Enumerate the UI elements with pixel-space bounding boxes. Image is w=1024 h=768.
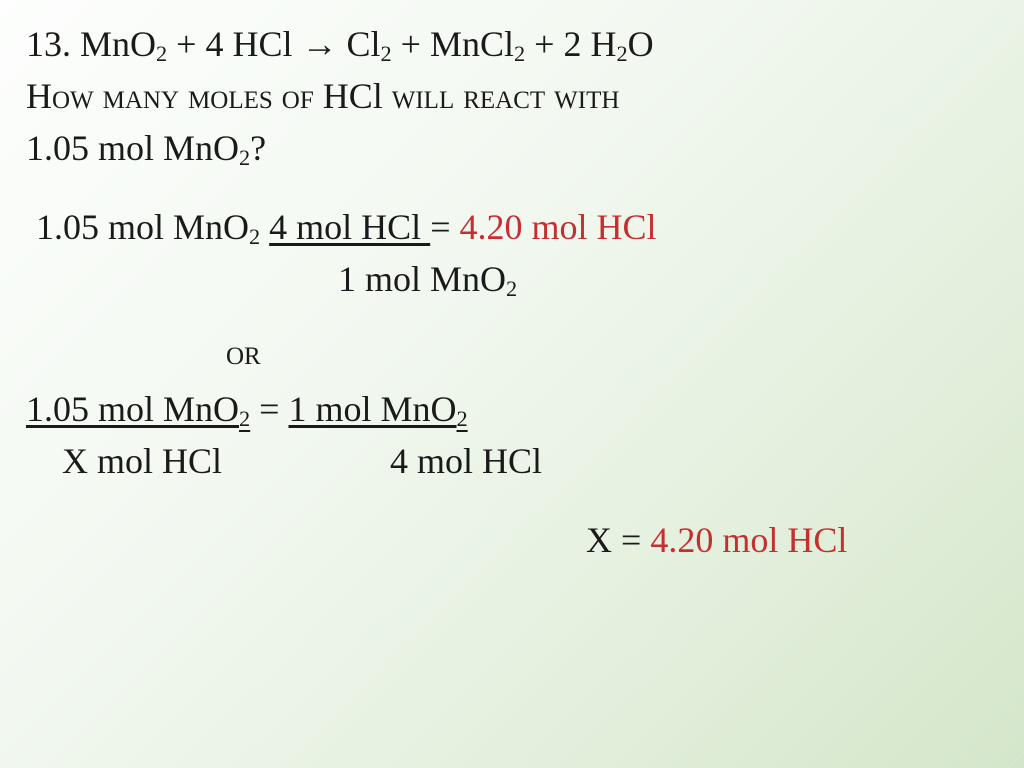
question-line-2: 1.05 mol MnO2? bbox=[26, 122, 1006, 174]
slide: 13. MnO2 + 4 HCl → Cl2 + MnCl2 + 2 H2O H… bbox=[0, 0, 1024, 768]
answer-1: 4.20 mol HCl bbox=[460, 207, 657, 247]
corner-decoration bbox=[854, 598, 1024, 768]
equation-line: 13. MnO2 + 4 HCl → Cl2 + MnCl2 + 2 H2O bbox=[26, 18, 1006, 70]
calc1-row2: 1 mol MnO2 bbox=[338, 253, 1006, 305]
question-line-1: How many moles of HCl will react with bbox=[26, 70, 1006, 122]
calc1-row1: 1.05 mol MnO2 4 mol HCl = 4.20 mol HCl bbox=[36, 201, 1006, 253]
or-label: or bbox=[226, 331, 1006, 373]
calc2-row2: X mol HCl 4 mol HCl bbox=[26, 435, 1006, 487]
reaction-arrow: → bbox=[302, 23, 338, 64]
problem-number: 13. bbox=[26, 24, 71, 64]
question-block: 13. MnO2 + 4 HCl → Cl2 + MnCl2 + 2 H2O H… bbox=[26, 18, 1006, 175]
reactant-1: MnO bbox=[80, 24, 156, 64]
calc-method-1: 1.05 mol MnO2 4 mol HCl = 4.20 mol HCl 1… bbox=[26, 201, 1006, 306]
answer-2: 4.20 mol HCl bbox=[650, 520, 847, 560]
ratio-numerator: 4 mol HCl bbox=[269, 207, 430, 247]
calc-method-2: 1.05 mol MnO2 = 1 mol MnO2 X mol HCl 4 m… bbox=[26, 383, 1006, 566]
product-1: Cl bbox=[347, 24, 381, 64]
calc2-row1: 1.05 mol MnO2 = 1 mol MnO2 bbox=[26, 383, 1006, 435]
calc2-answer: X = 4.20 mol HCl bbox=[586, 514, 1006, 566]
